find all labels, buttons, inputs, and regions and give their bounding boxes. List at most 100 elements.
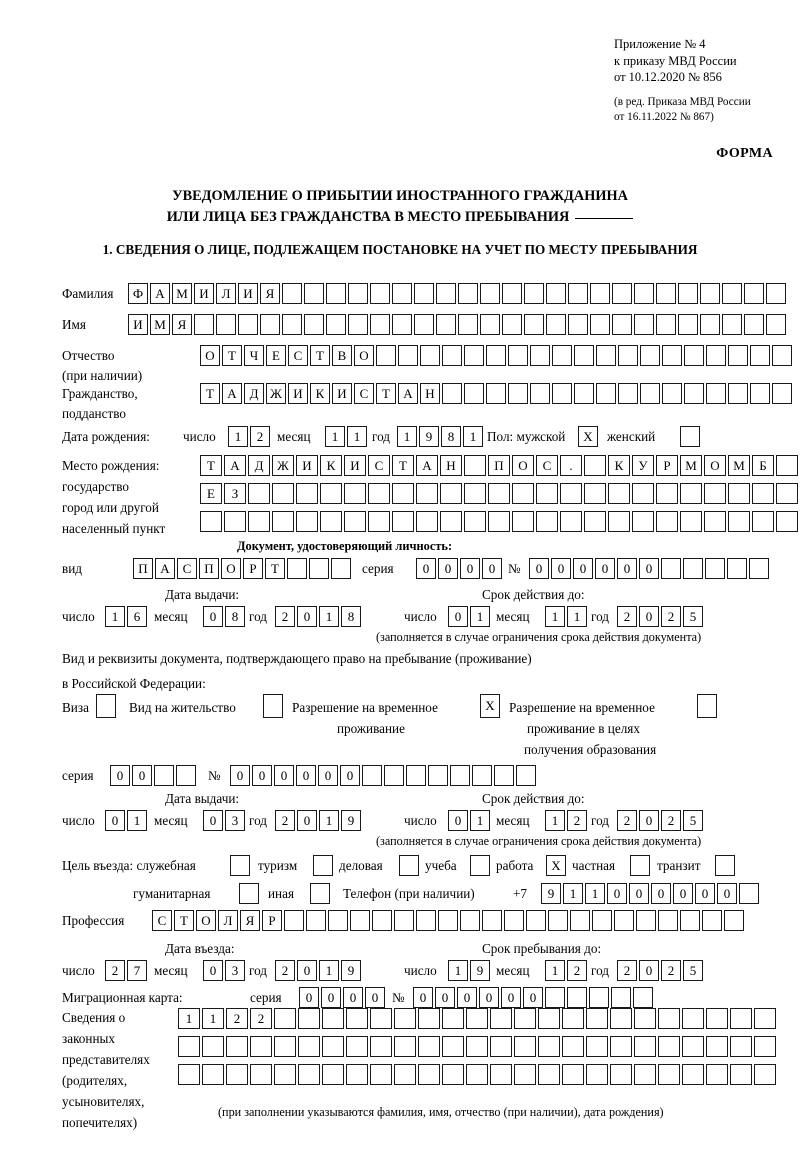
char-cell[interactable]: 9: [341, 960, 361, 981]
char-cell[interactable]: [584, 483, 606, 504]
char-cell[interactable]: [524, 314, 544, 335]
char-cell[interactable]: [238, 314, 258, 335]
purpose-tourism-checkbox[interactable]: [313, 855, 333, 876]
char-cell[interactable]: 3: [225, 810, 245, 831]
char-cell[interactable]: 1: [228, 426, 248, 447]
char-cell[interactable]: 9: [541, 883, 561, 904]
char-cell[interactable]: [634, 1008, 656, 1029]
char-cell[interactable]: Б: [752, 455, 774, 476]
char-cell[interactable]: О: [196, 910, 216, 931]
char-cell[interactable]: [362, 765, 382, 786]
char-cell[interactable]: П: [199, 558, 219, 579]
char-cell[interactable]: [480, 283, 500, 304]
char-cell[interactable]: 0: [203, 960, 223, 981]
char-cell[interactable]: [684, 383, 704, 404]
char-cell[interactable]: [274, 1064, 296, 1085]
char-cell[interactable]: [574, 345, 594, 366]
purpose-transit-checkbox[interactable]: [715, 855, 735, 876]
char-cell[interactable]: 0: [448, 810, 468, 831]
char-cell[interactable]: [502, 314, 522, 335]
char-cell[interactable]: [512, 483, 534, 504]
char-cell[interactable]: [526, 910, 546, 931]
char-cell[interactable]: [398, 345, 418, 366]
char-cell[interactable]: Р: [243, 558, 263, 579]
char-cell[interactable]: 2: [275, 810, 295, 831]
char-cell[interactable]: А: [398, 383, 418, 404]
char-cell[interactable]: А: [150, 283, 170, 304]
char-cell[interactable]: Л: [218, 910, 238, 931]
char-cell[interactable]: [226, 1064, 248, 1085]
char-cell[interactable]: [320, 511, 342, 532]
char-cell[interactable]: [704, 483, 726, 504]
char-cell[interactable]: [436, 283, 456, 304]
char-cell[interactable]: [567, 987, 587, 1008]
char-cell[interactable]: [752, 511, 774, 532]
legal-rep-row-3-input[interactable]: [178, 1064, 776, 1085]
purpose-study-checkbox[interactable]: [470, 855, 490, 876]
char-cell[interactable]: 0: [551, 558, 571, 579]
char-cell[interactable]: [766, 283, 786, 304]
char-cell[interactable]: [416, 910, 436, 931]
char-cell[interactable]: 0: [460, 558, 480, 579]
char-cell[interactable]: [494, 765, 514, 786]
char-cell[interactable]: 1: [397, 426, 417, 447]
char-cell[interactable]: [590, 314, 610, 335]
char-cell[interactable]: 1: [585, 883, 605, 904]
char-cell[interactable]: [612, 283, 632, 304]
char-cell[interactable]: Т: [376, 383, 396, 404]
char-cell[interactable]: [346, 1036, 368, 1057]
char-cell[interactable]: [722, 283, 742, 304]
char-cell[interactable]: Я: [172, 314, 192, 335]
char-cell[interactable]: [370, 283, 390, 304]
char-cell[interactable]: [306, 910, 326, 931]
char-cell[interactable]: [250, 1064, 272, 1085]
char-cell[interactable]: [248, 483, 270, 504]
char-cell[interactable]: [502, 283, 522, 304]
char-cell[interactable]: 5: [683, 606, 703, 627]
char-cell[interactable]: [678, 283, 698, 304]
char-cell[interactable]: [560, 511, 582, 532]
char-cell[interactable]: [450, 765, 470, 786]
char-cell[interactable]: [610, 1036, 632, 1057]
char-cell[interactable]: [392, 483, 414, 504]
char-cell[interactable]: И: [296, 455, 318, 476]
char-cell[interactable]: [634, 1036, 656, 1057]
char-cell[interactable]: [560, 483, 582, 504]
char-cell[interactable]: [406, 765, 426, 786]
char-cell[interactable]: В: [332, 345, 352, 366]
char-cell[interactable]: [548, 910, 568, 931]
char-cell[interactable]: 2: [567, 810, 587, 831]
char-cell[interactable]: [346, 1008, 368, 1029]
char-cell[interactable]: [202, 1064, 224, 1085]
char-cell[interactable]: [488, 483, 510, 504]
char-cell[interactable]: 0: [296, 765, 316, 786]
char-cell[interactable]: [514, 1008, 536, 1029]
char-cell[interactable]: [530, 383, 550, 404]
char-cell[interactable]: [224, 511, 246, 532]
char-cell[interactable]: [370, 1064, 392, 1085]
char-cell[interactable]: [680, 483, 702, 504]
visa-checkbox[interactable]: [96, 694, 116, 718]
char-cell[interactable]: [418, 1008, 440, 1029]
char-cell[interactable]: [614, 910, 634, 931]
char-cell[interactable]: 0: [595, 558, 615, 579]
char-cell[interactable]: [702, 910, 722, 931]
char-cell[interactable]: Н: [420, 383, 440, 404]
char-cell[interactable]: О: [221, 558, 241, 579]
char-cell[interactable]: 2: [105, 960, 125, 981]
char-cell[interactable]: [634, 314, 654, 335]
char-cell[interactable]: [754, 1064, 776, 1085]
char-cell[interactable]: [466, 1036, 488, 1057]
char-cell[interactable]: [749, 558, 769, 579]
char-cell[interactable]: [331, 558, 351, 579]
char-cell[interactable]: [322, 1036, 344, 1057]
char-cell[interactable]: [562, 1036, 584, 1057]
purpose-private-checkbox[interactable]: [630, 855, 650, 876]
char-cell[interactable]: 0: [297, 606, 317, 627]
